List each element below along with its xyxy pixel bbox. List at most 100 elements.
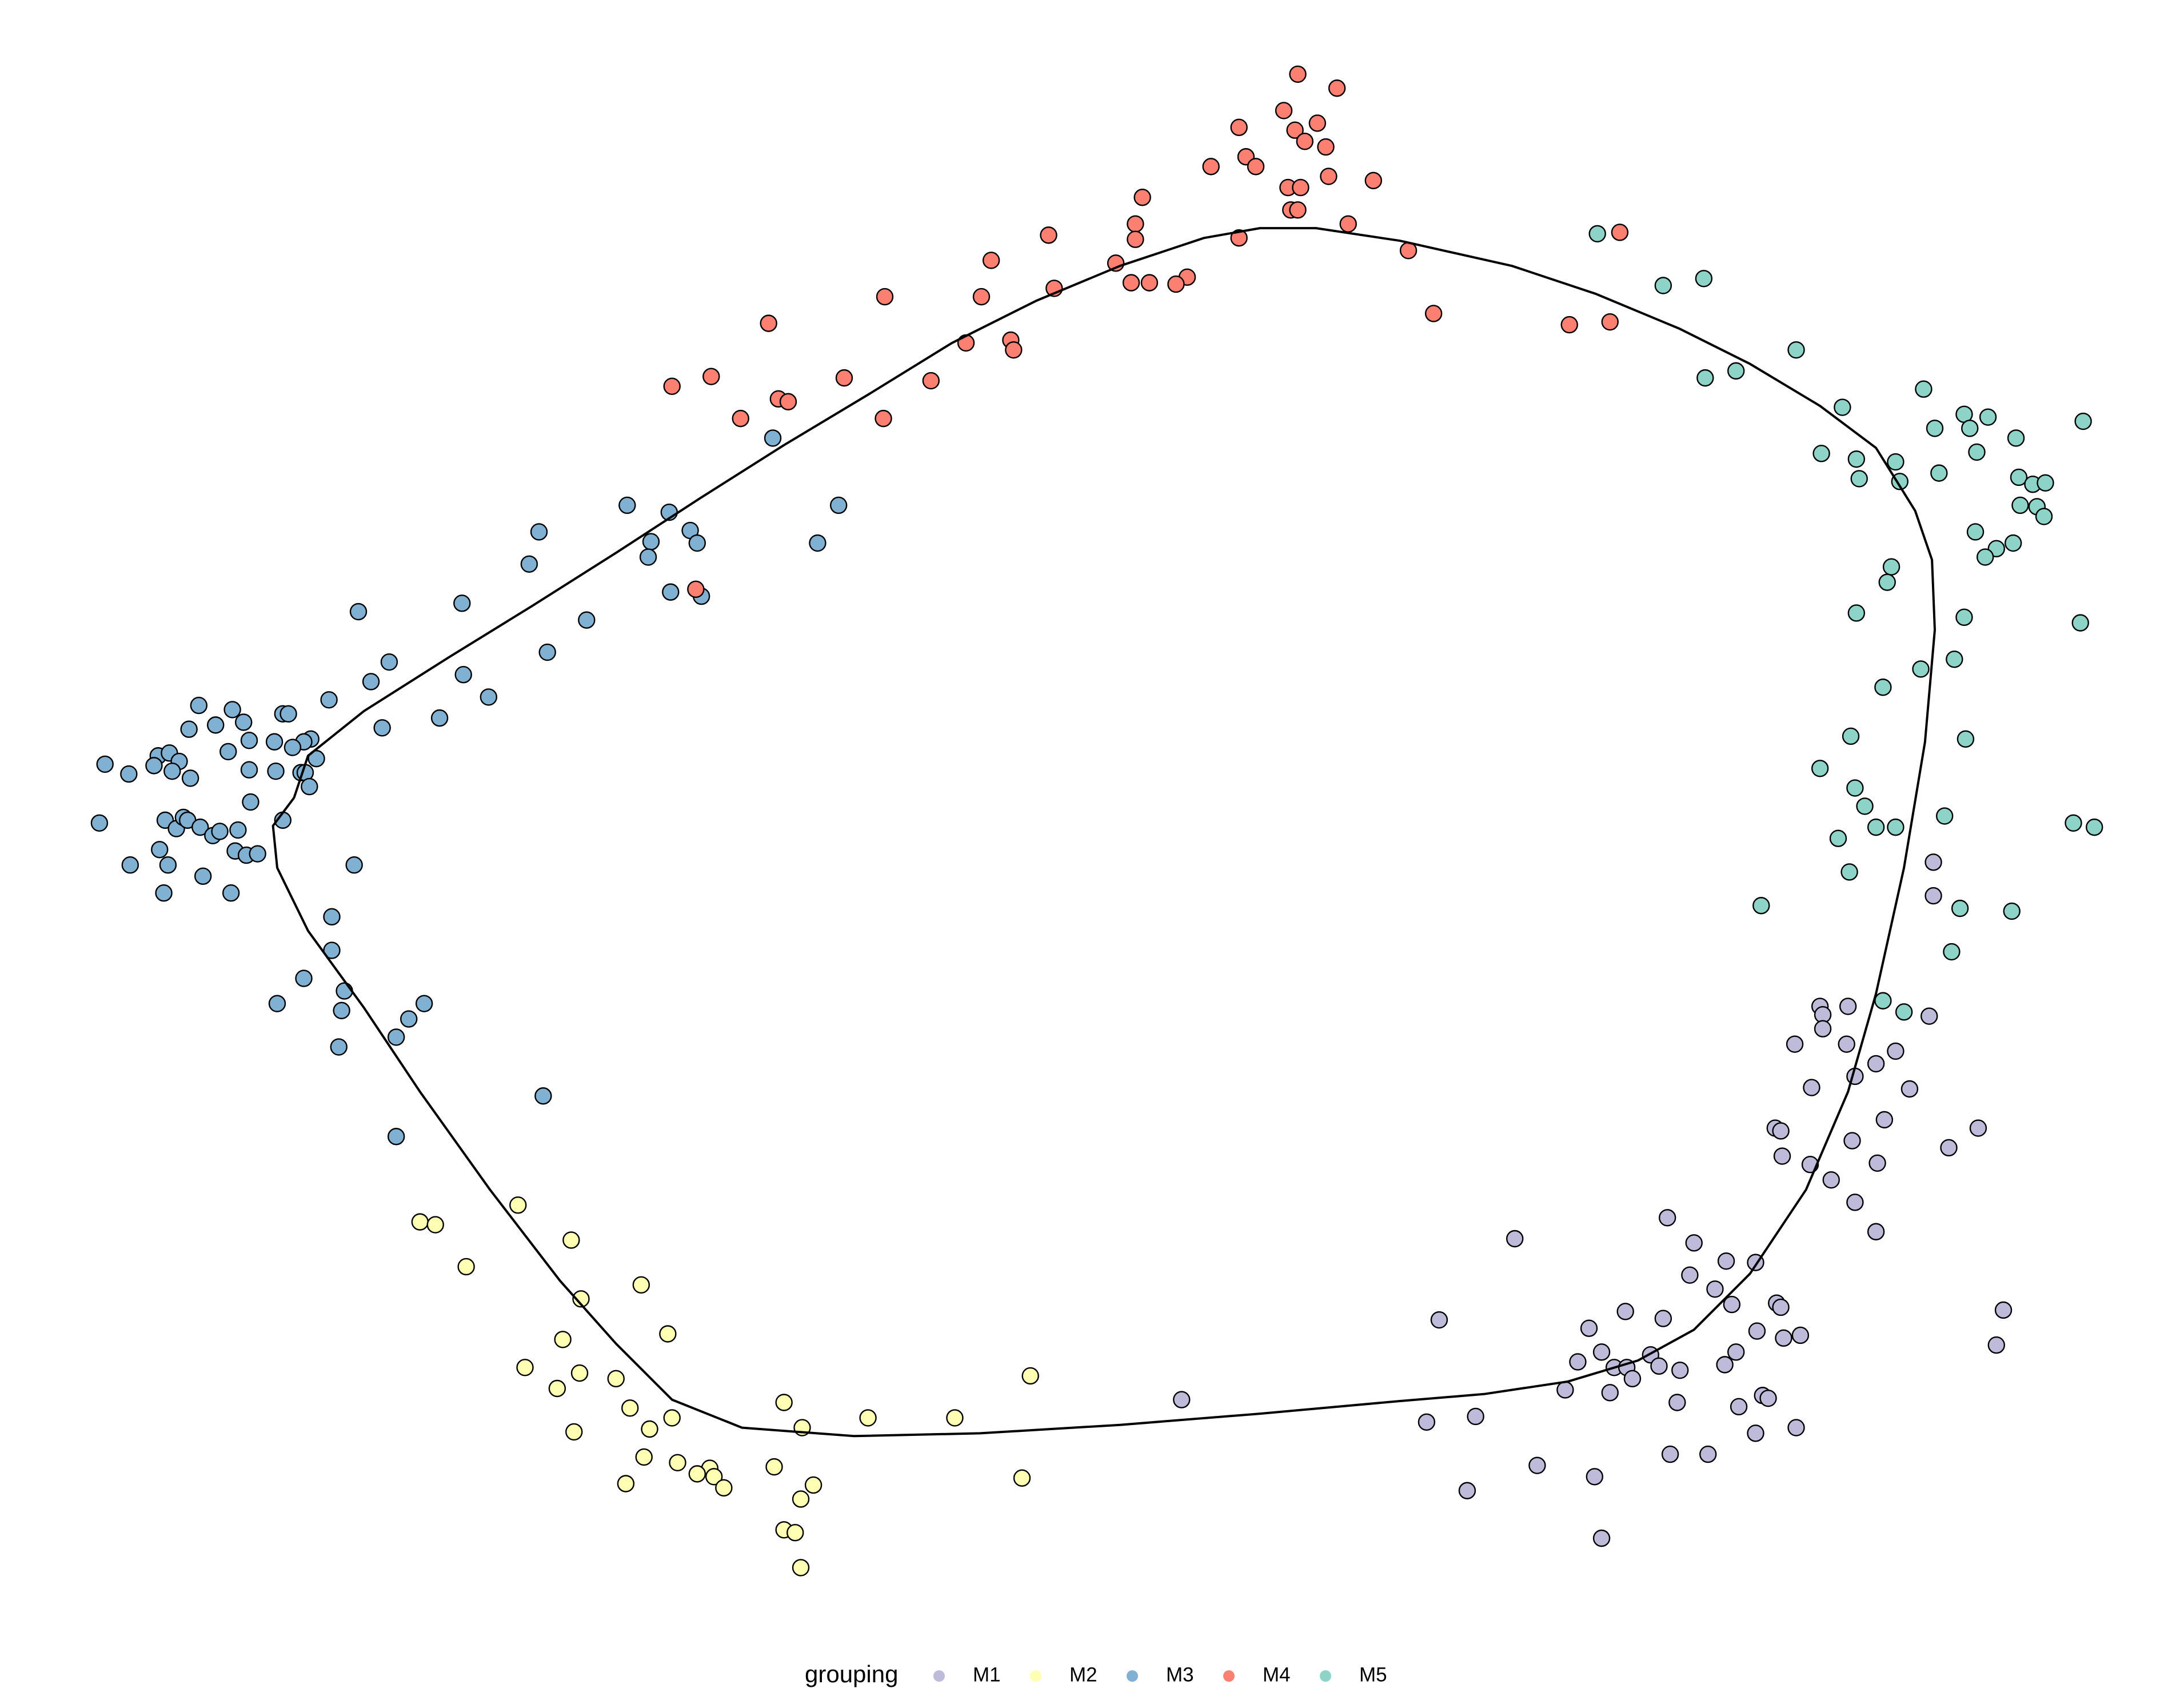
point [760,314,777,332]
point [1822,1171,1840,1189]
point [554,1331,572,1348]
point [240,732,258,749]
point [957,334,975,352]
point [1040,226,1057,244]
point [809,534,827,552]
point [1925,887,1942,905]
point [219,743,237,761]
point [1850,470,1868,488]
point [1791,1326,1810,1344]
point [639,548,657,566]
point [1601,1384,1619,1402]
point [373,719,391,737]
point [565,1423,583,1441]
legend-marker [1223,1670,1235,1682]
legend: grouping M1 M2 M3 M4 M5 [805,1661,1387,1687]
point [1556,1381,1574,1399]
point [2035,508,2053,525]
point [765,1458,783,1476]
point [1286,121,1304,139]
point [732,409,749,428]
point [1296,133,1314,150]
point [642,533,660,550]
point [786,1524,804,1542]
point [362,673,380,691]
point [2071,614,2089,632]
point [1364,171,1383,190]
point [635,1448,653,1466]
point [1289,201,1307,219]
point [1887,1042,1904,1060]
point [1706,1280,1724,1298]
point [1887,453,1904,471]
point [222,884,240,902]
point [2086,818,2103,836]
point [1654,1310,1672,1327]
point [1874,679,1892,696]
point [516,1359,534,1376]
point [1592,1529,1611,1547]
point [1976,548,1994,566]
point [320,691,338,709]
point [295,969,313,987]
point [1560,316,1578,334]
point [687,580,705,598]
point [663,377,681,396]
point [1569,1353,1587,1371]
point [946,1409,964,1427]
point [509,1196,527,1214]
legend-marker [933,1670,945,1682]
point [1654,277,1672,294]
legend-marker [1127,1670,1138,1682]
point [688,534,706,552]
point [688,1465,706,1483]
point [922,372,940,390]
point [1843,1132,1861,1150]
point [1867,1223,1885,1240]
point [1946,651,1963,668]
point [1748,1322,1766,1340]
point [1891,473,1908,490]
point [1230,118,1248,137]
point [280,705,297,723]
point [1681,1266,1699,1284]
point [336,982,353,1000]
point [96,755,114,773]
point [1895,1003,1913,1021]
point [1868,1154,1886,1172]
point [1430,1311,1448,1329]
point [181,769,199,787]
point [1717,1252,1735,1270]
point [1935,807,1954,825]
point [1727,1343,1745,1361]
point [180,720,198,738]
point [301,777,318,796]
point [1856,797,1874,815]
point [1202,158,1220,175]
point [1167,275,1185,293]
point [1611,224,1629,241]
point [764,429,782,447]
point [2004,534,2022,552]
point [1882,558,1900,576]
point [1961,420,1979,437]
point [1668,1394,1686,1411]
point [1926,420,1944,437]
point [1930,464,1948,482]
point [875,409,892,428]
point [308,749,325,768]
point [1787,341,1805,359]
point [2065,814,2082,832]
point [1021,1367,1039,1385]
point [1829,829,1847,847]
point [1912,660,1930,678]
legend-label: M2 [1069,1663,1097,1686]
point [1759,1389,1777,1407]
point [90,814,109,832]
point [2010,468,2028,486]
point [415,995,433,1012]
point [380,653,398,671]
point [151,841,169,859]
point [804,1476,823,1494]
